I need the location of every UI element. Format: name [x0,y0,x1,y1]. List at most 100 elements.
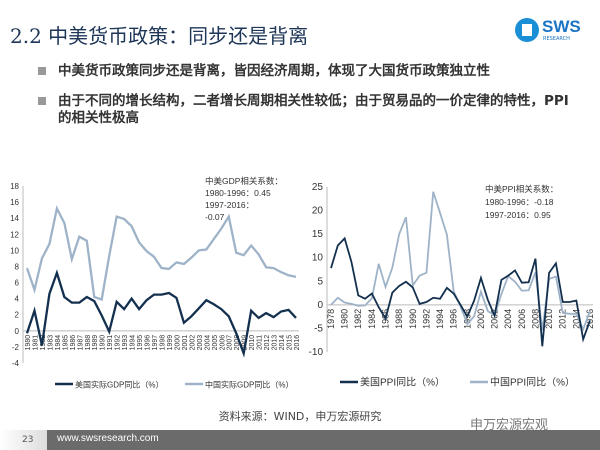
legend-label: 美国PPI同比（%） [360,376,445,389]
x-tick-label: 1980 [340,309,350,329]
legend-label: 中国PPI同比（%） [490,376,575,389]
y-tick-label: 10 [10,246,19,255]
x-tick-label: 2011 [257,335,264,350]
correlation-annotation: 1980-1996：0.45 [205,188,271,198]
y-tick-label: 5 [317,276,323,287]
x-tick-label: 2014 [571,309,581,329]
y-tick-label: 0 [317,300,323,311]
x-tick-label: 1985 [62,335,69,351]
y-tick-label: 25 [312,182,324,193]
bullet-2: 由于不同的增长结构，二者增长周期相关性较低；由于贸易品的一价定律的特性，PPI的… [38,93,578,127]
x-tick-label: 1978 [326,309,336,329]
y-tick-label: 12 [10,230,19,239]
logo-subtext: RESEARCH [543,36,570,42]
logo-text: SWS [542,17,581,36]
series-line-us [25,269,297,358]
x-tick-label: 1980 [25,335,32,351]
x-tick-label: 1990 [408,309,418,329]
x-tick-label: 1993 [122,335,129,351]
x-tick-label: 1997 [152,335,159,351]
series-line-china [25,205,297,301]
y-tick-label: 6 [15,279,20,288]
page-number: 23 [0,430,47,450]
x-tick-label: 2015 [287,335,294,351]
x-tick-label: 2004 [503,309,513,329]
y-tick-label: -5 [314,323,323,334]
bullet-1: 中美货币政策同步还是背离，皆因经济周期，体现了大国货币政策独立性 [38,63,578,80]
y-tick-label: 2 [15,311,20,320]
x-tick-label: 2002 [490,309,500,329]
x-tick-label: 1996 [449,309,459,329]
x-tick-label: 2007 [227,335,234,351]
series-line-us [330,236,591,347]
correlation-annotation: -0.07 [205,212,225,222]
x-tick-label: 2014 [279,335,286,351]
x-tick-label: 1988 [85,335,92,351]
x-tick-label: 2012 [264,335,271,351]
x-tick-label: 1994 [435,309,445,329]
watermark: 申万宏源宏观 [470,418,549,433]
x-tick-label: 2016 [585,309,595,329]
x-tick-label: 2001 [182,335,189,351]
y-tick-label: 14 [10,214,19,223]
x-tick-label: 2013 [272,335,279,351]
bullet-text: 中美货币政策同步还是背离，皆因经济周期，体现了大国货币政策独立性 [58,63,490,79]
correlation-annotation: 中美PPI相关系数： [485,184,558,194]
x-tick-label: 1984 [55,335,62,351]
x-tick-label: 1992 [421,309,431,329]
y-tick-label: 16 [10,198,19,207]
x-tick-label: 1988 [394,309,404,329]
page-title: 2.2 中美货币政策：同步还是背离 [10,24,309,48]
bullet-square-icon [38,97,46,105]
x-tick-label: 1982 [353,309,363,329]
x-tick-label: 1987 [77,335,84,351]
y-tick-label: 4 [15,295,20,304]
x-tick-label: 2002 [189,335,196,351]
x-tick-label: 2000 [476,309,486,329]
sws-logo: SWS RESEARCH [515,16,585,46]
x-tick-label: 2003 [197,335,204,351]
x-tick-label: 1990 [100,335,107,351]
x-tick-label: 1992 [115,335,122,351]
legend-label: 美国实际GDP同比（%） [75,380,163,390]
y-tick-label: 8 [15,262,20,271]
y-tick-label: -4 [12,359,20,368]
correlation-annotation: 1997-2016： [205,200,254,210]
logo-icon [515,18,539,42]
x-tick-label: 2006 [219,335,226,351]
x-tick-label: 2004 [204,335,211,351]
x-tick-label: 1986 [70,335,77,351]
footer-url[interactable]: www.swsresearch.com [57,433,159,444]
x-tick-label: 1994 [130,335,137,351]
x-tick-label: 1981 [32,335,39,351]
x-tick-label: 2010 [544,309,554,329]
x-tick-label: 1995 [137,335,144,351]
x-tick-label: 1984 [367,309,377,329]
bullet-text: 由于不同的增长结构，二者增长周期相关性较低；由于贸易品的一价定律的特性，PPI的… [58,93,569,126]
x-tick-label: 1996 [145,335,152,351]
correlation-annotation: 中美GDP相关系数： [205,176,283,186]
x-tick-label: 1999 [167,335,174,351]
bullet-square-icon [38,67,46,75]
x-tick-label: 2008 [234,335,241,351]
y-tick-label: 0 [15,327,20,336]
x-tick-label: 1998 [462,309,472,329]
x-tick-label: 1989 [92,335,99,351]
y-tick-label: 15 [312,229,324,240]
x-tick-label: 2016 [294,335,300,351]
x-tick-label: 2008 [530,309,540,329]
y-tick-label: 18 [10,182,19,191]
x-tick-label: 2012 [558,309,568,329]
y-tick-label: -10 [309,347,324,358]
correlation-annotation: 1997-2016：0.95 [485,210,551,220]
correlation-annotation: 1980-1996：-0.18 [485,197,554,207]
x-tick-label: 2000 [174,335,181,351]
y-tick-label: 20 [312,206,324,217]
x-tick-label: 2006 [517,309,527,329]
source-note: 资料来源：WIND，申万宏源研究 [218,410,382,423]
x-tick-label: 1998 [160,335,167,351]
x-tick-label: 1991 [107,335,114,351]
x-tick-label: 1983 [47,335,54,351]
